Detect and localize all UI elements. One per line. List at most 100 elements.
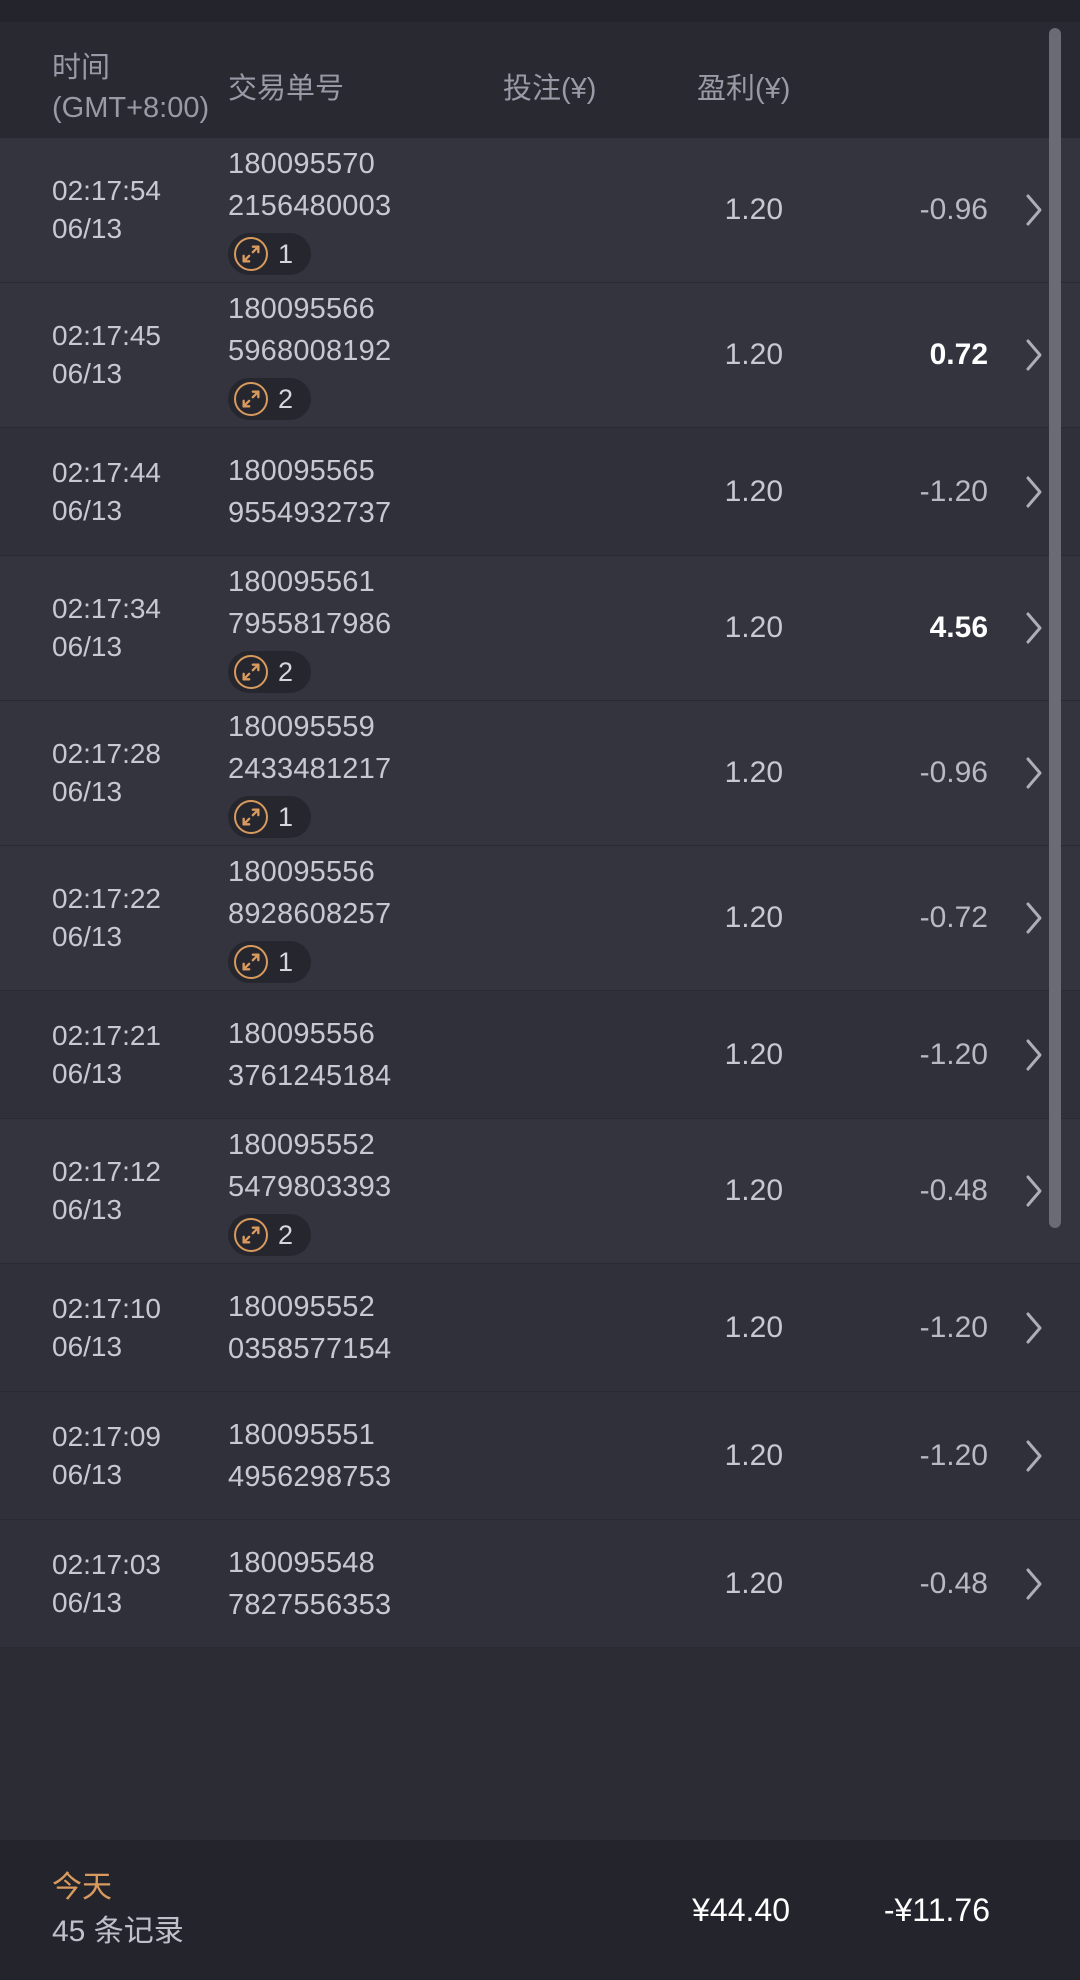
row-profit-amount: 0.72 <box>929 338 988 371</box>
row-time-value: 02:17:22 <box>52 883 161 914</box>
table-row[interactable]: 02:17:54 06/13 180095570 2156480003 1 1.20 -0.… <box>0 138 1080 283</box>
chevron-right-icon[interactable] <box>988 1306 1080 1350</box>
table-row[interactable]: 02:17:22 06/13 180095556 8928608257 1 1.20 -0.… <box>0 846 1080 991</box>
multiplier-badge: 1 <box>228 233 312 275</box>
row-order-id-line1: 180095570 <box>228 148 375 180</box>
table-row[interactable]: 02:17:10 06/13 180095552 0358577154 1.20 -1.2… <box>0 1264 1080 1392</box>
chevron-right-icon[interactable] <box>988 606 1080 650</box>
row-bet-amount: 1.20 <box>724 1037 783 1071</box>
row-order-id-line2: 5968008192 <box>228 335 392 367</box>
multiplier-badge: 2 <box>228 1214 312 1256</box>
footer-total-profit: -¥11.76 <box>883 1891 990 1928</box>
row-order-id: 180095552 5479803393 2 <box>228 1124 613 1258</box>
row-order-id-line2: 8928608257 <box>228 898 392 930</box>
row-profit-amount: -1.20 <box>919 1310 988 1344</box>
row-order-id: 180095552 0358577154 <box>228 1286 613 1370</box>
chevron-right-icon[interactable] <box>988 1562 1080 1606</box>
row-order-id: 180095556 8928608257 1 <box>228 851 613 985</box>
row-order-id-line1: 180095561 <box>228 566 375 598</box>
column-header-time: 时间 (GMT+8:00) <box>52 48 209 128</box>
row-order-id: 180095548 7827556353 <box>228 1542 613 1626</box>
row-time-value: 02:17:09 <box>52 1420 161 1452</box>
row-date-value: 06/13 <box>52 1586 123 1618</box>
chevron-right-icon[interactable] <box>988 1033 1080 1077</box>
row-time-value: 02:17:10 <box>52 1292 161 1324</box>
table-row[interactable]: 02:17:09 06/13 180095551 4956298753 1.20 -1.2… <box>0 1392 1080 1520</box>
row-profit-amount: -0.48 <box>919 1566 988 1600</box>
badge-count: 2 <box>278 1220 294 1250</box>
row-date-value: 06/13 <box>52 631 123 662</box>
row-profit-amount: -1.20 <box>919 1037 988 1071</box>
row-time: 02:17:54 06/13 <box>0 172 228 248</box>
chevron-right-icon[interactable] <box>988 1169 1080 1213</box>
status-strip <box>0 0 1080 22</box>
row-time-value: 02:17:28 <box>52 738 161 769</box>
row-time: 02:17:28 06/13 <box>0 735 228 811</box>
row-time-value: 02:17:03 <box>52 1548 161 1580</box>
table-row[interactable]: 02:17:45 06/13 180095566 5968008192 2 1.20 0.7… <box>0 283 1080 428</box>
vertical-scrollbar[interactable] <box>1049 28 1061 1228</box>
row-order-id-line2: 9554932737 <box>228 496 392 529</box>
badge-count: 1 <box>278 802 294 832</box>
table-row[interactable]: 02:17:03 06/13 180095548 7827556353 1.20 -0.4… <box>0 1520 1080 1648</box>
row-order-id: 180095570 2156480003 1 <box>228 143 613 277</box>
row-bet-amount: 1.20 <box>724 338 783 371</box>
row-date-value: 06/13 <box>52 776 123 807</box>
chevron-right-icon[interactable] <box>988 896 1080 940</box>
row-bet-amount: 1.20 <box>724 474 783 508</box>
row-date-value: 06/13 <box>52 921 123 952</box>
row-profit-amount: 4.56 <box>929 611 988 644</box>
transaction-list[interactable]: 02:17:54 06/13 180095570 2156480003 1 1.20 -0.… <box>0 138 1080 1840</box>
chevron-right-icon[interactable] <box>988 188 1080 232</box>
row-time: 02:17:09 06/13 <box>0 1418 228 1494</box>
row-order-id-line1: 180095552 <box>228 1129 375 1161</box>
row-order-id-line1: 180095548 <box>228 1546 375 1579</box>
expand-arrows-icon <box>234 800 268 834</box>
row-order-id: 180095556 3761245184 <box>228 1013 613 1097</box>
expand-arrows-icon <box>234 945 268 979</box>
chevron-right-icon[interactable] <box>988 470 1080 514</box>
multiplier-badge: 1 <box>228 796 312 838</box>
row-date-value: 06/13 <box>52 1330 123 1362</box>
table-row[interactable]: 02:17:28 06/13 180095559 2433481217 1 1.20 -0.… <box>0 701 1080 846</box>
row-profit-amount: -1.20 <box>919 1438 988 1472</box>
row-order-id-line2: 7955817986 <box>228 608 392 640</box>
row-time-value: 02:17:44 <box>52 456 161 488</box>
expand-arrows-icon <box>234 382 268 416</box>
footer-total-bet: ¥44.40 <box>692 1891 790 1928</box>
row-profit-amount: -0.96 <box>919 193 988 226</box>
row-bet-amount: 1.20 <box>724 1438 783 1472</box>
row-order-id-line1: 180095556 <box>228 856 375 888</box>
expand-arrows-icon <box>234 237 268 271</box>
badge-count: 2 <box>278 657 294 687</box>
row-order-id-line2: 0358577154 <box>228 1332 392 1365</box>
chevron-right-icon[interactable] <box>988 1434 1080 1478</box>
row-order-id: 180095559 2433481217 1 <box>228 706 613 840</box>
table-row[interactable]: 02:17:44 06/13 180095565 9554932737 1.20 -1.2… <box>0 428 1080 556</box>
chevron-right-icon[interactable] <box>988 751 1080 795</box>
table-row[interactable]: 02:17:12 06/13 180095552 5479803393 2 1.20 -0.… <box>0 1119 1080 1264</box>
badge-count: 1 <box>278 239 294 269</box>
row-profit-amount: -1.20 <box>919 474 988 508</box>
row-bet-amount: 1.20 <box>724 193 783 226</box>
chevron-right-icon[interactable] <box>988 333 1080 377</box>
table-row[interactable]: 02:17:34 06/13 180095561 7955817986 2 1.20 4.5… <box>0 556 1080 701</box>
row-bet-amount: 1.20 <box>724 1174 783 1207</box>
row-time-value: 02:17:34 <box>52 593 161 624</box>
row-bet-amount: 1.20 <box>724 756 783 789</box>
column-header-order: 交易单号 <box>228 73 345 105</box>
row-order-id-line2: 7827556353 <box>228 1588 392 1621</box>
table-row[interactable]: 02:17:21 06/13 180095556 3761245184 1.20 -1.2… <box>0 991 1080 1119</box>
row-order-id-line1: 180095551 <box>228 1418 375 1451</box>
row-order-id-line1: 180095566 <box>228 293 375 325</box>
footer-left: 今天 45 条记录 <box>0 1866 560 1954</box>
multiplier-badge: 2 <box>228 651 312 693</box>
row-time-value: 02:17:54 <box>52 175 161 206</box>
row-order-id-line1: 180095552 <box>228 1290 375 1323</box>
row-bet-amount: 1.20 <box>724 611 783 644</box>
row-order-id-line2: 2433481217 <box>228 753 392 785</box>
row-date-value: 06/13 <box>52 1458 123 1490</box>
row-bet-amount: 1.20 <box>724 1566 783 1600</box>
row-order-id-line1: 180095565 <box>228 454 375 487</box>
